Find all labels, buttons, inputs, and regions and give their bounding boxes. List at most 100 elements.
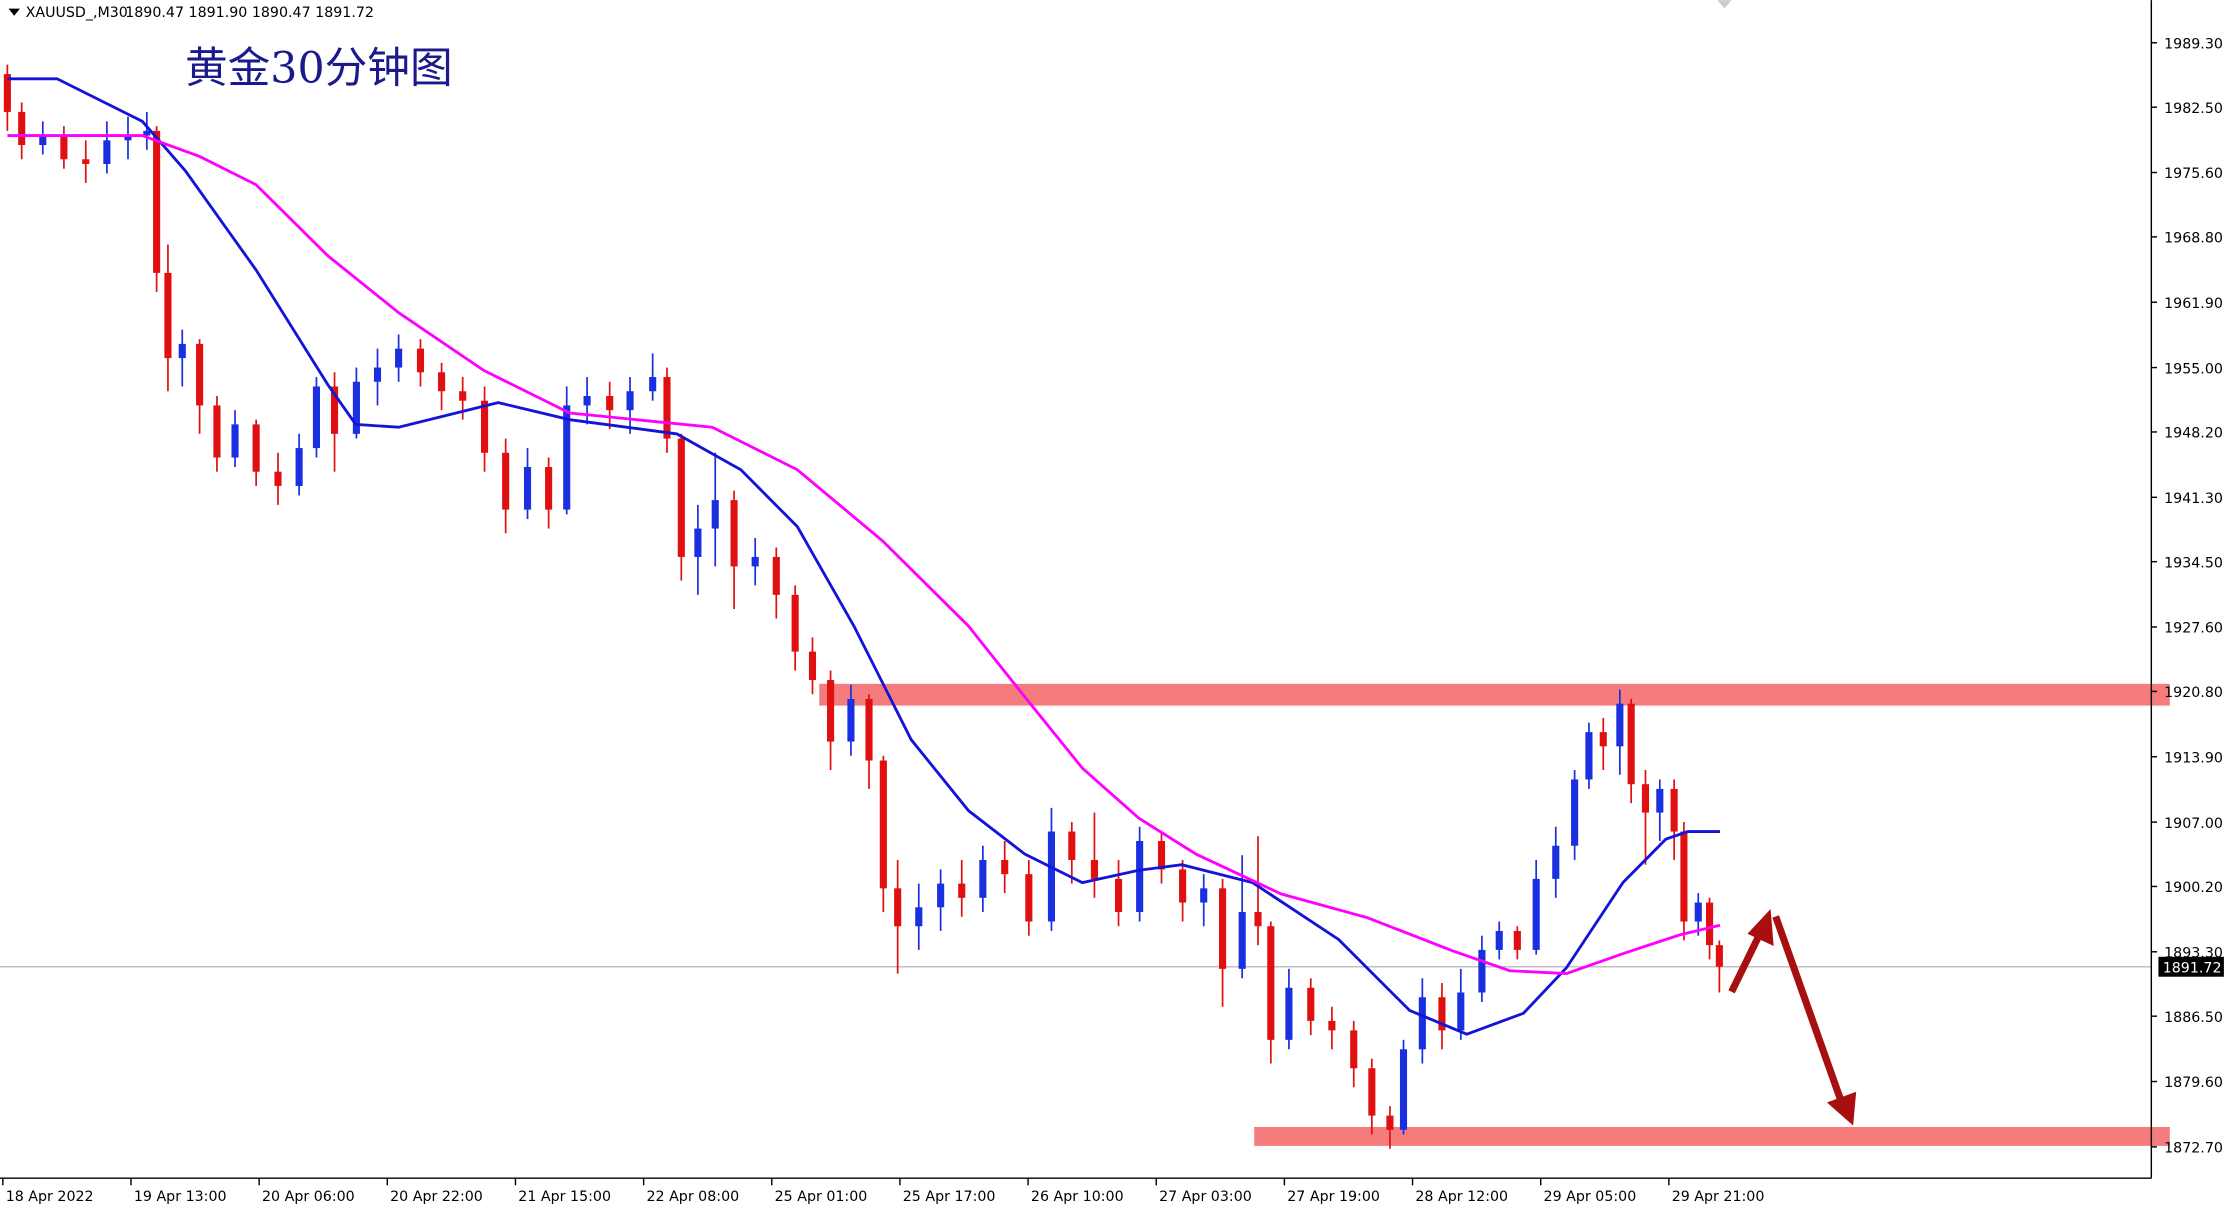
x-tick-label: 29 Apr 05:00 [1544,1189,1637,1205]
candle-body [60,135,68,160]
arrow-up [1728,929,1765,994]
candle-body [312,386,321,449]
candle-body [1136,841,1144,913]
candle-body [416,348,425,373]
candle-body [827,680,835,742]
x-tick-label: 29 Apr 21:00 [1672,1189,1765,1205]
candle-body [1585,732,1593,780]
candle-body [1495,930,1503,950]
candle-body [545,466,553,510]
y-tick-label: 1989.30 [2164,36,2223,52]
arrow-head [1826,1091,1857,1126]
candle-body [523,466,532,510]
candle-body [1200,888,1208,903]
scroll-marker [1717,0,1732,9]
y-tick-label: 1879.60 [2164,1075,2223,1091]
candle-body [879,760,887,889]
candle-body [847,698,855,742]
x-tick-label: 25 Apr 01:00 [775,1189,868,1205]
candle-body [730,500,738,567]
candle-body [1616,703,1624,747]
candle-body [1350,1030,1358,1069]
plot [0,64,2152,1149]
candle-body [1114,878,1123,913]
y-tick-label: 1975.60 [2164,166,2223,182]
candle-body [164,272,172,359]
candle-body [1571,779,1579,846]
candle-body [231,424,239,458]
x-tick-label: 26 Apr 10:00 [1031,1189,1124,1205]
candle-body [663,377,671,439]
candle-body [1641,784,1650,813]
candle-body [1680,831,1688,922]
arrows [1728,909,1857,1126]
candle-body [373,367,382,382]
candle-body [213,405,221,458]
candle-body [82,159,90,164]
candle-body [979,859,987,898]
y-tick-label: 1941.30 [2164,491,2223,507]
price-zone [819,683,2170,706]
x-tick-label: 18 Apr 2022 [6,1189,94,1205]
candle-body [1068,831,1076,860]
symbol: XAUUSD_,M30 [26,5,128,21]
candle-body [1694,902,1702,922]
candle-body [1513,930,1521,950]
candle-body [124,135,132,141]
x-tick-label: 27 Apr 19:00 [1287,1189,1380,1205]
candle-body [39,135,47,146]
x-tick-label: 20 Apr 22:00 [390,1189,483,1205]
y-tick-label: 1872.70 [2164,1141,2223,1157]
moving-average [7,134,1721,976]
y-tick-label: 1913.90 [2164,750,2223,766]
candle-body [1386,1115,1394,1130]
candle-body [751,556,759,567]
candle-body [143,130,151,136]
candle-body [1238,912,1246,969]
candle-body [1025,874,1033,922]
y-tick-label: 1982.50 [2164,101,2223,117]
candle-body [1599,732,1607,747]
candle-body [563,405,571,510]
x-tick-label: 28 Apr 12:00 [1415,1189,1508,1205]
y-tick-label: 1948.20 [2164,426,2223,442]
candle-body [1328,1020,1336,1031]
candle-body [1715,945,1723,967]
candle-body [583,395,591,406]
candle-body [438,372,446,392]
candle-body [502,452,510,510]
y-tick-label: 1907.00 [2164,816,2223,832]
candle-body [1001,859,1009,875]
x-tick-label: 27 Apr 03:00 [1159,1189,1252,1205]
y-tick-label: 1934.50 [2164,555,2223,571]
x-tick-label: 21 Apr 15:00 [518,1189,611,1205]
last-price-label: 1891.72 [2163,960,2222,976]
y-tick-label: 1968.80 [2164,231,2223,247]
candle-body [1438,997,1446,1031]
candle-body [103,140,111,164]
candle-body [711,500,719,529]
candle-body [352,381,360,434]
candle-body [1399,1049,1408,1130]
candle-body [958,883,966,898]
candle-body [1670,788,1678,832]
x-tick-label: 20 Apr 06:00 [262,1189,355,1205]
y-tick-label: 1920.80 [2164,685,2223,701]
candle-body [772,556,780,595]
candle-body [1157,841,1166,870]
candle-body [1090,859,1098,879]
arrow-down [1772,915,1845,1103]
candle-body [606,395,614,411]
candle-body [626,391,634,411]
candle-body [1047,831,1056,922]
candle-body [1418,997,1426,1050]
candle-body [330,386,339,434]
candle-body [1267,926,1275,1040]
candle-body [649,377,657,392]
candle-body [18,111,26,146]
y-tick-label: 1886.50 [2164,1010,2223,1026]
candle-body [1532,878,1540,950]
